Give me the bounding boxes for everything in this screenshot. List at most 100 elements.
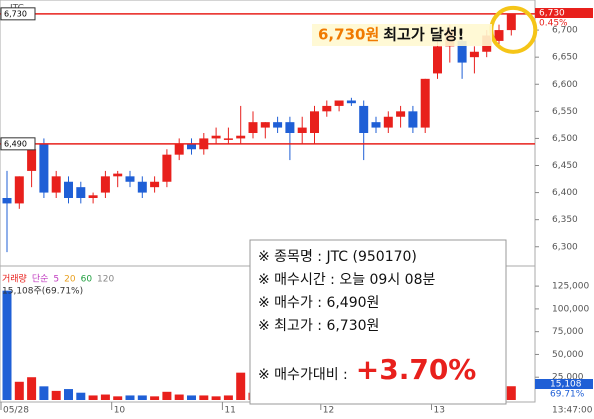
candle-body xyxy=(100,176,110,193)
candle-body xyxy=(506,13,516,31)
candle-body xyxy=(88,195,98,198)
x-tick-label: 05/28 xyxy=(3,406,29,416)
volume-bar xyxy=(174,394,184,400)
candle-body xyxy=(310,111,319,133)
callout-price: 6,730원 xyxy=(318,26,379,44)
candle-body xyxy=(137,181,147,193)
y-tick-label: 6,700 xyxy=(552,26,578,36)
candle-body xyxy=(2,198,12,204)
volume-current: 15,108주(69.71%) xyxy=(2,286,83,297)
callout-text: 최고가 달성! xyxy=(383,26,464,44)
volume-bar xyxy=(223,395,233,400)
current-price: 6,730 xyxy=(539,9,565,19)
volume-bar xyxy=(199,395,209,400)
info-box xyxy=(249,239,507,405)
y-tick-label: 6,600 xyxy=(552,80,578,90)
volume-bar xyxy=(211,396,221,400)
time-label: 13:47:00 xyxy=(552,406,593,416)
y-tick-label: 100,000 xyxy=(552,304,589,314)
y-tick-label: 6,550 xyxy=(552,107,578,117)
volume-last-box xyxy=(535,379,593,389)
candle-body xyxy=(125,176,135,182)
info-row: ※ 매수가 : 6,490원 xyxy=(258,295,379,311)
reference-label: 6,490 xyxy=(4,139,27,148)
y-tick-label: 125,000 xyxy=(552,282,589,292)
candle-body xyxy=(27,149,37,171)
candle-body xyxy=(162,154,172,182)
candle-body xyxy=(248,122,258,133)
volume-bar xyxy=(162,391,172,400)
volume-bar xyxy=(76,392,86,400)
candle-body xyxy=(14,176,24,204)
volume-bar xyxy=(14,381,24,400)
candle-body xyxy=(359,105,369,133)
y-tick-label: 6,300 xyxy=(552,242,578,252)
volume-bar xyxy=(125,395,135,400)
candle-body xyxy=(39,143,49,193)
volume-legend: 60 xyxy=(81,275,93,285)
reference-label-box xyxy=(0,7,36,21)
volume-legend: 단순 xyxy=(32,274,49,285)
volume-bar xyxy=(506,386,516,400)
change: 0.45% xyxy=(539,19,568,29)
gain-value: +3.70% xyxy=(356,353,477,386)
volume-last-pct: 69.71% xyxy=(550,390,585,400)
candle-body xyxy=(211,135,221,139)
volume-bar xyxy=(88,395,98,400)
current-price-box xyxy=(535,8,593,18)
candle-body xyxy=(346,100,356,104)
info-row: ※ 최고가 : 6,730원 xyxy=(258,318,379,334)
volume-legend: 5 xyxy=(53,275,59,285)
candle-body xyxy=(223,138,233,140)
candle-body xyxy=(285,122,295,133)
candle-body xyxy=(334,100,344,106)
candle-body xyxy=(371,122,381,128)
y-tick-label: 6,650 xyxy=(552,53,578,63)
info-row: ※ 종목명 : JTC (950170) xyxy=(258,249,417,265)
candle-body xyxy=(174,143,184,155)
volume-legend: 20 xyxy=(64,275,76,285)
volume-bar xyxy=(2,290,12,400)
candle-body xyxy=(113,173,123,177)
y-tick-label: 6,400 xyxy=(552,188,578,198)
reference-label: 6,730 xyxy=(4,9,27,18)
candle-body xyxy=(260,122,270,128)
volume-bar xyxy=(100,394,110,400)
candle-body xyxy=(64,181,73,198)
candle-body xyxy=(494,30,504,41)
volume-bar xyxy=(150,396,160,400)
volume-bar xyxy=(39,386,49,400)
gain-label: ※ 매수가대비 : xyxy=(258,367,348,383)
candle-body xyxy=(469,51,479,58)
candle-body xyxy=(396,111,406,117)
info-row: ※ 매수시간 : 오늘 09시 08분 xyxy=(258,272,435,288)
candle-body xyxy=(187,143,196,150)
volume-bar xyxy=(27,377,37,400)
y-tick-label: 6,500 xyxy=(552,134,578,144)
candle-body xyxy=(457,40,467,63)
x-tick-label: 12 xyxy=(323,406,334,416)
volume-bar xyxy=(64,389,73,400)
volume-legend: 120 xyxy=(97,275,114,285)
candle-body xyxy=(297,127,307,133)
y-tick-label: 25,000 xyxy=(552,373,584,383)
volume-last: 15,108 xyxy=(550,380,582,390)
volume-bar xyxy=(236,372,246,400)
volume-bar xyxy=(187,395,196,400)
y-tick-label: 50,000 xyxy=(552,350,584,360)
y-tick-label: 75,000 xyxy=(552,327,584,337)
volume-legend: 거래량 xyxy=(2,273,27,285)
candle-body xyxy=(420,78,430,128)
y-tick-label: 6,350 xyxy=(552,215,578,225)
volume-bar xyxy=(137,395,147,400)
volume-bar xyxy=(113,396,123,400)
x-tick-label: 13 xyxy=(434,406,445,416)
candle-body xyxy=(383,116,393,128)
x-tick-label: 10 xyxy=(114,406,126,416)
y-tick-label: 6,450 xyxy=(552,161,578,171)
candle-body xyxy=(322,105,332,112)
reference-label-box xyxy=(0,137,36,151)
x-tick-label: 11 xyxy=(224,406,235,416)
candle-body xyxy=(51,176,61,193)
